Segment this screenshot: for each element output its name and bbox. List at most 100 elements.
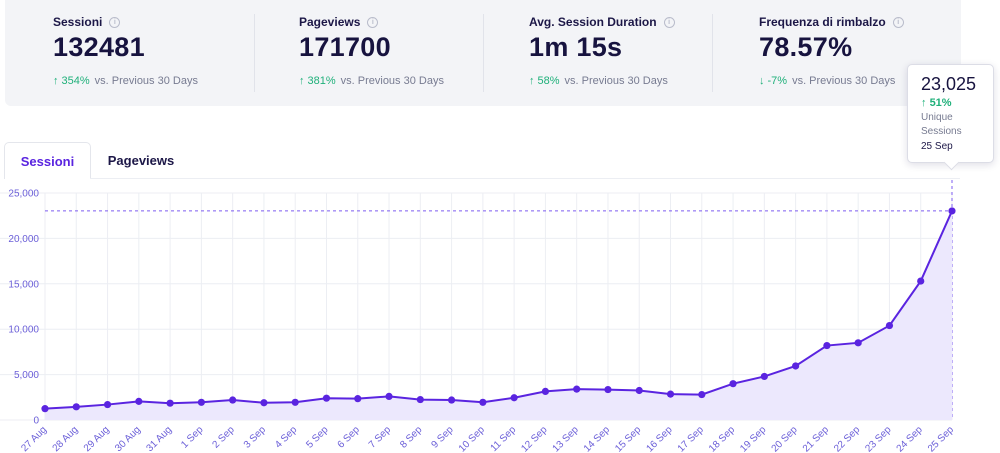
x-tick-label: 19 Sep <box>738 424 768 453</box>
x-tick-label: 9 Sep <box>429 424 456 451</box>
data-point <box>666 390 675 398</box>
x-tick-label: 17 Sep <box>676 424 706 453</box>
x-tick-label: 20 Sep <box>770 424 800 453</box>
x-tick-label: 12 Sep <box>519 424 549 453</box>
x-tick-label: 10 Sep <box>457 424 487 453</box>
x-tick-label: 23 Sep <box>863 424 893 453</box>
data-point <box>103 400 112 409</box>
stat-value: 78.57% <box>759 32 853 62</box>
x-tick-label: 5 Sep <box>304 424 331 451</box>
tab-sessioni[interactable]: Sessioni <box>4 142 91 179</box>
divider <box>483 14 484 92</box>
data-point <box>229 396 237 404</box>
x-tick-label: 31 Aug <box>144 424 174 453</box>
stat-compare: ↓ -7% vs. Previous 30 Days <box>759 75 896 87</box>
x-tick-label: 27 Aug <box>19 424 49 453</box>
data-point <box>792 362 800 370</box>
y-tick-label: 5,000 <box>14 370 39 381</box>
y-tick-label: 15,000 <box>8 279 39 290</box>
data-point <box>729 380 737 388</box>
info-icon[interactable]: i <box>367 16 379 28</box>
area-fill <box>45 210 952 420</box>
tab-pageviews[interactable]: Pageviews <box>107 153 175 168</box>
info-icon[interactable]: i <box>109 16 121 28</box>
y-tick-label: 10,000 <box>8 325 39 336</box>
x-tick-label: 13 Sep <box>551 424 581 453</box>
x-tick-label: 15 Sep <box>613 424 643 453</box>
data-point <box>698 390 706 399</box>
chart-tooltip: 23,025 ↑ 51% Unique Sessions 25 Sep <box>907 64 994 163</box>
tab-divider <box>90 178 960 179</box>
data-point <box>885 321 894 330</box>
series-line <box>44 210 953 410</box>
arrow-up-icon: ↑ <box>529 75 535 87</box>
data-point <box>135 397 143 405</box>
data-point <box>354 395 362 403</box>
data-point <box>416 395 424 404</box>
x-tick-label: 14 Sep <box>582 424 612 453</box>
data-point <box>72 403 80 411</box>
data-point <box>948 207 956 215</box>
info-icon[interactable]: i <box>663 16 675 28</box>
stat-label: Avg. Session Duration i <box>529 15 675 29</box>
sessions-chart: 0 5,000 10,000 15,000 20,000 25,000 27 Aug 28 A… <box>0 180 956 453</box>
data-point <box>322 394 331 402</box>
x-tick-label: 22 Sep <box>832 424 862 453</box>
x-tick-label: 8 Sep <box>398 424 425 451</box>
x-tick-label: 28 Aug <box>51 424 81 453</box>
tooltip-value: 23,025 <box>921 74 977 94</box>
stats-panel: Sessioni i 132481 ↑ 354% vs. Previous 30 Da… <box>5 0 961 106</box>
y-tick-label: 25,000 <box>8 189 39 200</box>
data-point <box>854 339 862 347</box>
data-point <box>385 392 393 400</box>
divider <box>712 14 713 92</box>
data-point <box>760 372 768 381</box>
x-tick-label: 1 Sep <box>179 424 206 451</box>
x-tick-label: 30 Aug <box>113 424 143 453</box>
data-point <box>166 399 174 407</box>
tooltip-label: Unique Sessions <box>921 112 962 137</box>
data-point <box>291 398 299 406</box>
x-tick-label: 3 Sep <box>242 424 269 451</box>
data-point <box>635 386 643 395</box>
data-point <box>604 385 612 394</box>
arrow-down-icon: ↓ <box>759 75 765 87</box>
stat-label: Sessioni i <box>53 15 121 29</box>
data-point <box>541 387 550 395</box>
tooltip-change: ↑ 51% <box>921 97 952 109</box>
x-tick-label: 18 Sep <box>707 424 737 453</box>
stat-value: 132481 <box>53 32 145 62</box>
x-tick-label: 29 Aug <box>82 424 112 453</box>
stat-value: 1m 15s <box>529 32 623 62</box>
stat-compare: ↑ 58% vs. Previous 30 Days <box>529 75 668 87</box>
x-tick-label: 4 Sep <box>273 424 300 451</box>
arrow-up-icon: ↑ <box>921 97 930 109</box>
y-tick-label: 0 <box>33 416 39 427</box>
stat-value: 171700 <box>299 32 391 62</box>
info-icon[interactable]: i <box>892 16 904 28</box>
x-tick-label: 7 Sep <box>367 424 394 451</box>
stat-compare: ↑ 381% vs. Previous 30 Days <box>299 75 444 87</box>
data-point <box>823 341 831 350</box>
x-tick-label: 21 Sep <box>801 424 831 453</box>
data-point <box>41 405 49 413</box>
arrow-up-icon: ↑ <box>53 75 59 87</box>
data-point <box>447 396 456 404</box>
stat-label: Pageviews i <box>299 15 379 29</box>
x-tick-label: 24 Sep <box>895 424 925 453</box>
stat-label: Frequenza di rimbalzo i <box>759 15 904 29</box>
y-tick-label: 20,000 <box>8 234 39 245</box>
data-point <box>197 398 205 406</box>
tooltip-date: 25 Sep <box>921 141 953 152</box>
data-point <box>917 277 925 285</box>
x-tick-label: 2 Sep <box>211 424 238 451</box>
x-tick-label: 6 Sep <box>336 424 363 451</box>
x-tick-label: 25 Sep <box>926 424 956 453</box>
divider <box>254 14 255 92</box>
x-tick-label: 16 Sep <box>644 424 674 453</box>
data-point <box>479 398 487 406</box>
x-tick-label: 11 Sep <box>489 424 519 453</box>
stat-compare: ↑ 354% vs. Previous 30 Days <box>53 75 198 87</box>
arrow-up-icon: ↑ <box>299 75 305 87</box>
data-point <box>573 385 581 393</box>
